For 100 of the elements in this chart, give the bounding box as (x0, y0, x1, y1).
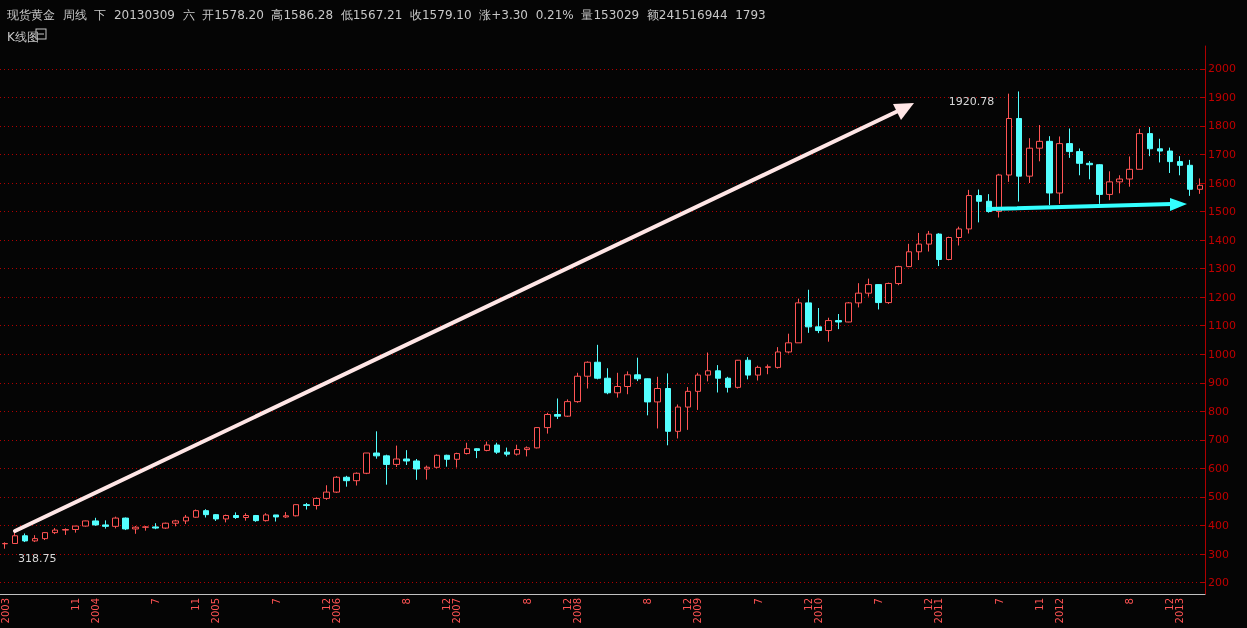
x-tick-label: 2007 (451, 598, 463, 624)
candlestick (233, 511, 239, 520)
candlestick (705, 352, 711, 382)
candlestick (1026, 137, 1033, 184)
candlestick (263, 512, 269, 522)
candlestick (574, 372, 581, 404)
candlestick (444, 454, 450, 468)
y-tick-label: 1500 (1208, 205, 1236, 219)
x-tick-label: 12 (320, 598, 332, 611)
candlestick (283, 511, 289, 519)
candlestick (213, 513, 219, 522)
candlestick (865, 278, 872, 298)
x-tick-label: 2005 (210, 598, 222, 624)
x-tick-label: 12 (561, 598, 573, 611)
candlestick (885, 282, 892, 305)
candlestick (604, 367, 611, 395)
candlestick (614, 372, 621, 399)
candlestick (916, 232, 922, 261)
candlestick (393, 445, 400, 468)
candlestick (926, 230, 932, 252)
x-tick-label: 7 (873, 598, 885, 605)
candlestick (855, 282, 862, 308)
candlestick (835, 313, 842, 330)
x-tick-label: 12 (802, 598, 814, 611)
candlestick (795, 298, 802, 344)
candlestick (1046, 135, 1053, 206)
x-tick-label: 2012 (1053, 598, 1065, 624)
candlestick (976, 189, 982, 223)
candlestick (1006, 93, 1012, 183)
candlestick (373, 430, 380, 460)
y-tick-label: 300 (1208, 547, 1229, 561)
candlestick (172, 519, 179, 527)
candlestick (765, 364, 771, 375)
candlestick (52, 527, 58, 535)
y-tick-label: 400 (1208, 519, 1229, 532)
candlestick (725, 376, 731, 393)
candlestick (735, 359, 741, 389)
candlestick (755, 365, 761, 382)
candlestick (1126, 155, 1133, 188)
x-tick-label: 12 (441, 598, 453, 611)
candlestick (936, 232, 942, 267)
candlestick (685, 386, 691, 431)
candlestick (1086, 160, 1093, 180)
candlestick (132, 525, 139, 535)
candlestick (1187, 159, 1193, 197)
candlestick (243, 512, 249, 522)
candlestick (22, 532, 28, 543)
candlestick (223, 514, 229, 523)
x-tick-label: 2009 (692, 598, 704, 624)
candlestick (1167, 147, 1173, 174)
candlestick (142, 525, 149, 532)
x-tick-label: 12 (682, 598, 694, 611)
candlestick (1147, 126, 1153, 157)
candlestick (32, 534, 38, 543)
candlestick (1056, 135, 1063, 205)
candlestick (825, 317, 832, 343)
y-tick-label: 1000 (1208, 347, 1236, 361)
candlestick (524, 445, 530, 457)
y-tick-label: 500 (1208, 490, 1229, 504)
candlestick (695, 372, 701, 411)
candlestick (183, 514, 189, 525)
y-tick-label: 700 (1208, 433, 1229, 447)
x-tick-label: 8 (401, 598, 413, 605)
y-tick-label: 1700 (1208, 147, 1236, 161)
candlestick (554, 397, 561, 420)
candlestick (424, 465, 430, 481)
candlestick (775, 346, 781, 370)
candlestick (383, 454, 390, 486)
y-tick-label: 1100 (1208, 319, 1236, 333)
x-tick-label: 11 (1033, 598, 1045, 611)
x-tick-label: 7 (752, 598, 764, 605)
candlestick (434, 453, 440, 469)
candlestick (1096, 163, 1103, 205)
y-tick-label: 600 (1208, 461, 1229, 475)
x-tick-label: 8 (642, 598, 654, 605)
candlestick (303, 502, 310, 511)
candlestick (544, 412, 551, 435)
candlestick (534, 426, 540, 449)
y-tick-label: 800 (1208, 404, 1229, 418)
annotation: 1920.78 (948, 94, 995, 108)
candlestick (504, 447, 510, 457)
y-tick-label: 1600 (1208, 176, 1236, 190)
candlestick (293, 503, 299, 517)
candlestick (62, 527, 69, 536)
candlestick (906, 243, 912, 268)
x-tick-label: 8 (1124, 598, 1136, 605)
x-tick-label: 7 (270, 598, 282, 605)
candlestick (162, 522, 169, 530)
candlestick (956, 226, 962, 247)
candlestick (72, 525, 79, 534)
candlestick (82, 520, 89, 528)
y-tick-label: 200 (1208, 576, 1229, 590)
candlestick (273, 514, 279, 522)
x-tick-label: 2013 (1174, 598, 1186, 624)
y-tick-label: 1300 (1208, 262, 1236, 276)
x-tick-label: 7 (150, 598, 162, 605)
candlestick (253, 514, 259, 523)
candlestick (152, 522, 159, 530)
candlestick (966, 189, 972, 235)
x-tick-label: 2008 (571, 598, 583, 624)
